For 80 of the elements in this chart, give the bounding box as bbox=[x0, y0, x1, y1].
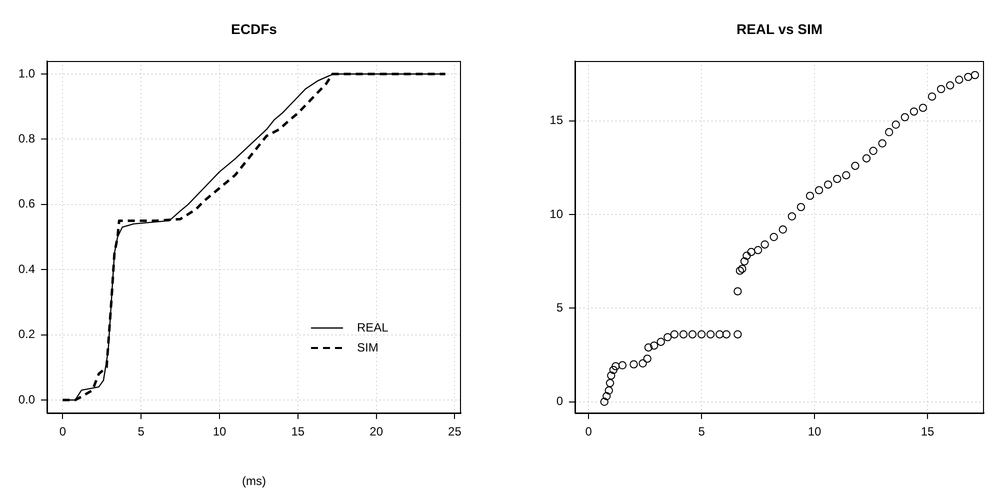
point bbox=[600, 398, 608, 406]
point bbox=[734, 287, 742, 296]
point bbox=[754, 246, 762, 254]
point bbox=[656, 338, 665, 346]
point bbox=[679, 330, 688, 338]
point bbox=[778, 225, 787, 234]
point bbox=[946, 81, 954, 90]
point bbox=[955, 76, 964, 84]
point bbox=[650, 341, 658, 350]
point bbox=[747, 248, 756, 256]
point bbox=[604, 386, 613, 395]
x-tick-label: 5 bbox=[698, 424, 706, 439]
point bbox=[618, 361, 627, 370]
x-axis-title: (ms) bbox=[242, 474, 266, 488]
y-tick-label: 15 bbox=[550, 113, 564, 128]
point bbox=[892, 120, 900, 129]
x-tick-label: 5 bbox=[138, 424, 145, 439]
point bbox=[742, 252, 751, 260]
point bbox=[716, 330, 724, 338]
point bbox=[814, 186, 824, 194]
point bbox=[644, 343, 653, 352]
point bbox=[928, 92, 936, 101]
y-tick-label: 0 bbox=[556, 394, 564, 408]
point bbox=[900, 113, 910, 122]
point bbox=[851, 162, 860, 170]
x-tick-label: 20 bbox=[370, 424, 384, 439]
y-tick-label: 10 bbox=[550, 206, 564, 221]
point bbox=[842, 171, 850, 180]
point bbox=[833, 174, 842, 184]
x-tick-label: 10 bbox=[212, 424, 226, 439]
point bbox=[806, 192, 814, 200]
y-tick-label: 5 bbox=[556, 300, 564, 314]
point bbox=[869, 146, 878, 155]
x-tick-label: 15 bbox=[291, 424, 305, 439]
legend-label: REAL bbox=[357, 320, 389, 334]
point bbox=[612, 362, 620, 370]
point bbox=[638, 359, 647, 368]
point bbox=[664, 333, 672, 342]
point bbox=[602, 392, 611, 400]
point bbox=[936, 84, 946, 94]
y-tick-label: 0.6 bbox=[18, 196, 36, 211]
point bbox=[606, 378, 614, 388]
point bbox=[910, 107, 918, 116]
legend-label: SIM bbox=[357, 340, 378, 354]
point bbox=[609, 366, 618, 374]
point bbox=[630, 360, 638, 368]
y-tick-label: 0.8 bbox=[18, 132, 36, 146]
point bbox=[884, 128, 894, 136]
chart-title: REAL vs SIM bbox=[736, 20, 823, 37]
y-tick-label: 0.2 bbox=[18, 327, 36, 342]
x-tick-label: 25 bbox=[448, 424, 462, 439]
point bbox=[796, 202, 806, 212]
point bbox=[734, 330, 742, 338]
point bbox=[736, 266, 744, 275]
y-tick-label: 0.4 bbox=[18, 262, 36, 276]
x-tick-label: 10 bbox=[808, 424, 822, 439]
point bbox=[970, 70, 980, 80]
x-tick-label: 0 bbox=[59, 424, 66, 439]
x-tick-label: 0 bbox=[585, 424, 592, 439]
chart-title: ECDFs bbox=[231, 20, 278, 37]
point bbox=[862, 154, 871, 162]
point bbox=[722, 330, 730, 338]
point bbox=[964, 72, 972, 82]
point bbox=[788, 212, 796, 221]
point bbox=[824, 180, 832, 189]
x-tick-label: 15 bbox=[920, 424, 934, 439]
y-tick-label: 0.0 bbox=[18, 392, 36, 406]
point bbox=[697, 330, 706, 338]
point bbox=[918, 104, 928, 112]
point bbox=[738, 264, 746, 273]
point bbox=[760, 240, 769, 249]
point bbox=[706, 330, 715, 338]
point bbox=[670, 330, 679, 338]
point bbox=[878, 139, 886, 148]
point bbox=[688, 330, 697, 338]
point bbox=[607, 371, 616, 380]
point bbox=[770, 232, 778, 242]
point bbox=[740, 257, 749, 266]
point bbox=[643, 354, 652, 363]
y-tick-label: 1.0 bbox=[18, 66, 36, 80]
